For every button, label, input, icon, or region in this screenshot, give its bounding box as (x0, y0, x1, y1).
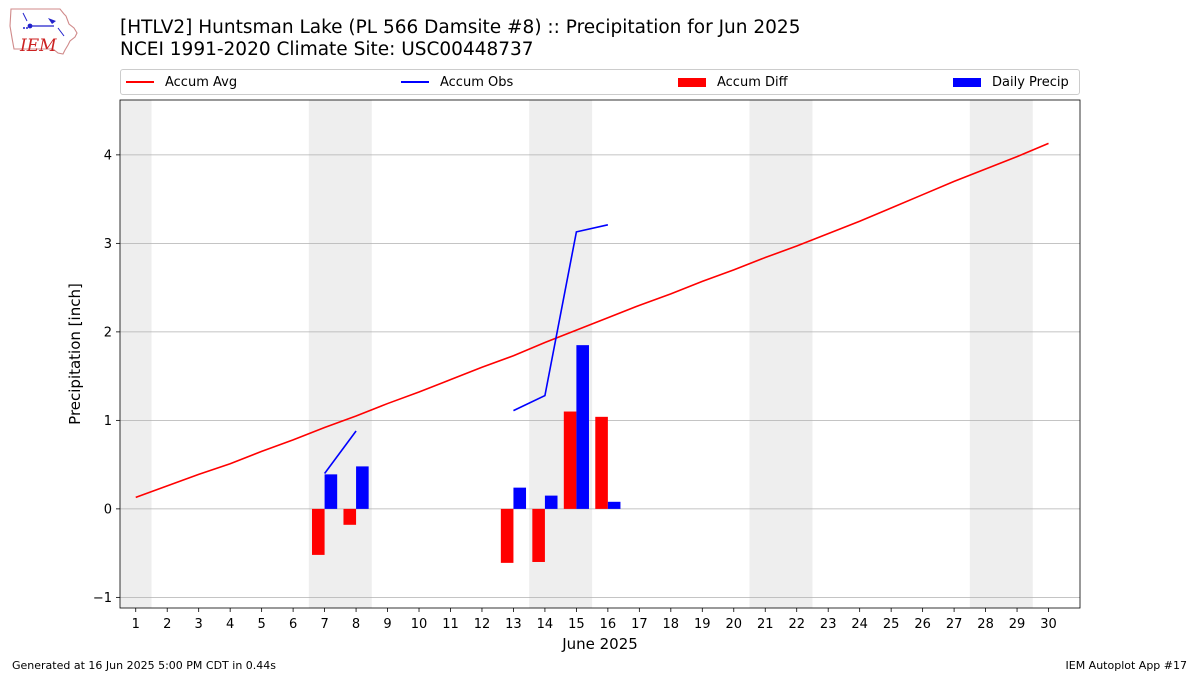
x-tick-label: 10 (411, 617, 428, 632)
weekend-band (749, 100, 813, 608)
legend-item-accum-diff: Accum Diff (678, 70, 788, 94)
x-tick-label: 11 (442, 617, 459, 632)
chart-legend: Accum Avg Accum Obs Accum Diff Daily Pre… (120, 69, 1080, 95)
x-tick-label: 8 (352, 617, 360, 632)
accum-avg-line (135, 142, 1049, 499)
iem-logo-text: IEM (19, 36, 57, 56)
x-tick-label: 17 (631, 617, 648, 632)
x-tick-label: 2 (163, 617, 171, 632)
x-tick-label: 30 (1040, 617, 1057, 632)
daily-precip-bar (576, 345, 589, 509)
iem-logo: IEM (9, 8, 78, 56)
legend-swatch-accum-avg (126, 81, 154, 83)
x-tick-label: 13 (505, 617, 522, 632)
x-tick-label: 24 (851, 617, 868, 632)
accum-diff-bar (595, 416, 608, 509)
y-tick-label: −1 (93, 591, 112, 606)
legend-item-accum-obs: Accum Obs (401, 70, 513, 94)
x-tick-label: 21 (757, 617, 774, 632)
x-tick-label: 20 (725, 617, 742, 632)
x-tick-label: 16 (600, 617, 617, 632)
legend-swatch-daily-precip (953, 77, 981, 87)
x-tick-label: 26 (914, 617, 931, 632)
daily-precip-bar (544, 495, 558, 509)
daily-precip-bar (607, 501, 621, 509)
x-tick-label: 9 (383, 617, 391, 632)
x-tick-label: 6 (289, 617, 297, 632)
x-tick-label: 19 (694, 617, 711, 632)
x-tick-label: 7 (320, 617, 328, 632)
x-tick-label: 28 (977, 617, 994, 632)
daily-precip-bar (356, 466, 369, 509)
legend-swatch-accum-obs (401, 81, 429, 83)
legend-label-accum-avg: Accum Avg (165, 74, 238, 90)
legend-item-accum-avg: Accum Avg (126, 70, 237, 94)
x-tick-label: 22 (788, 617, 805, 632)
daily-precip-bar (513, 487, 527, 509)
accum-obs-line (323, 430, 357, 474)
accum-diff-bar (563, 411, 577, 509)
legend-item-daily-precip: Daily Precip (953, 70, 1069, 94)
y-tick-label: 0 (104, 502, 112, 517)
accum-obs-line (513, 224, 609, 412)
app-credit: IEM Autoplot App #17 (1065, 659, 1188, 672)
x-tick-label: 5 (257, 617, 265, 632)
x-tick-label: 29 (1009, 617, 1026, 632)
x-tick-label: 15 (568, 617, 585, 632)
x-tick-label: 23 (820, 617, 837, 632)
chart-title: [HTLV2] Huntsman Lake (PL 566 Damsite #8… (120, 17, 801, 38)
x-tick-label: 4 (226, 617, 234, 632)
legend-label-daily-precip: Daily Precip (992, 74, 1069, 90)
x-tick-label: 3 (195, 617, 203, 632)
x-tick-label: 12 (474, 617, 491, 632)
legend-swatch-accum-diff (678, 77, 706, 87)
y-tick-label: 1 (104, 414, 112, 429)
accum-diff-bar (500, 508, 514, 563)
x-tick-label: 14 (537, 617, 554, 632)
x-tick-label: 18 (663, 617, 680, 632)
accum-diff-bar (532, 508, 545, 562)
weekend-band (120, 100, 152, 608)
y-tick-label: 2 (104, 325, 112, 340)
x-tick-label: 1 (132, 617, 140, 632)
accum-diff-bar (343, 508, 357, 525)
weekend-band (969, 100, 1033, 608)
accum-diff-bar (312, 508, 325, 555)
plot-frame (119, 99, 1081, 609)
generated-timestamp: Generated at 16 Jun 2025 5:00 PM CDT in … (12, 659, 277, 672)
x-axis-label: June 2025 (561, 635, 638, 653)
y-tick-label: 3 (104, 237, 112, 252)
x-tick-label: 27 (946, 617, 963, 632)
y-axis-label: Precipitation [inch] (66, 283, 84, 425)
legend-label-accum-obs: Accum Obs (440, 74, 514, 90)
y-tick-label: 4 (104, 148, 112, 163)
legend-label-accum-diff: Accum Diff (717, 74, 788, 90)
x-tick-label: 25 (883, 617, 900, 632)
daily-precip-bar (324, 474, 338, 509)
chart-subtitle: NCEI 1991-2020 Climate Site: USC00448737 (120, 39, 534, 60)
